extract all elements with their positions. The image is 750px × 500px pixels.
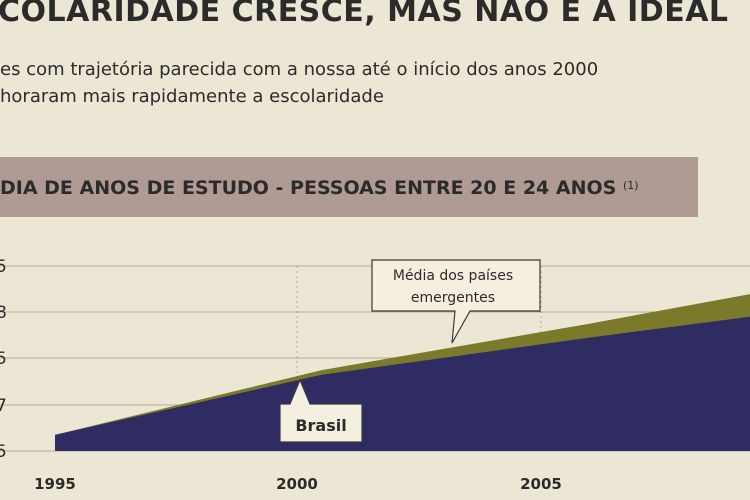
subtitle: es com trajetória parecida com a nossa a… bbox=[0, 56, 598, 110]
callout-emergentes-box bbox=[371, 259, 541, 344]
subtitle-line-1: es com trajetória parecida com a nossa a… bbox=[0, 59, 599, 80]
callout-brasil-label: Brasil bbox=[295, 416, 346, 435]
callout-emergentes-line-2: emergentes bbox=[411, 290, 495, 306]
x-tick-label-1: 2000 bbox=[276, 475, 318, 493]
chart-title-footnote: (1) bbox=[622, 179, 639, 192]
subtitle-line-2: horaram mais rapidamente a escolaridade bbox=[0, 86, 384, 107]
chart-title: DIA DE ANOS DE ESTUDO - PESSOAS ENTRE 20… bbox=[0, 177, 639, 199]
headline: COLARIDADE CRESCE, MAS NÃO É A IDEAL bbox=[0, 0, 729, 29]
x-tick-label-2: 2005 bbox=[520, 475, 562, 493]
series-brasil-area bbox=[55, 316, 750, 451]
y-tick-label-4: 5 bbox=[0, 442, 7, 462]
y-tick-label-2: 5 bbox=[0, 349, 7, 369]
callout-emergentes-line-1: Média dos países bbox=[393, 268, 513, 284]
y-tick-label-0: 5 bbox=[0, 257, 7, 277]
y-tick-label-3: 7 bbox=[0, 396, 7, 416]
chart-title-banner bbox=[0, 157, 698, 217]
x-tick-label-0: 1995 bbox=[34, 475, 76, 493]
y-tick-label-1: 8 bbox=[0, 303, 7, 323]
callout-brasil-box bbox=[279, 378, 363, 443]
chart-title-text: DIA DE ANOS DE ESTUDO - PESSOAS ENTRE 20… bbox=[0, 177, 617, 199]
